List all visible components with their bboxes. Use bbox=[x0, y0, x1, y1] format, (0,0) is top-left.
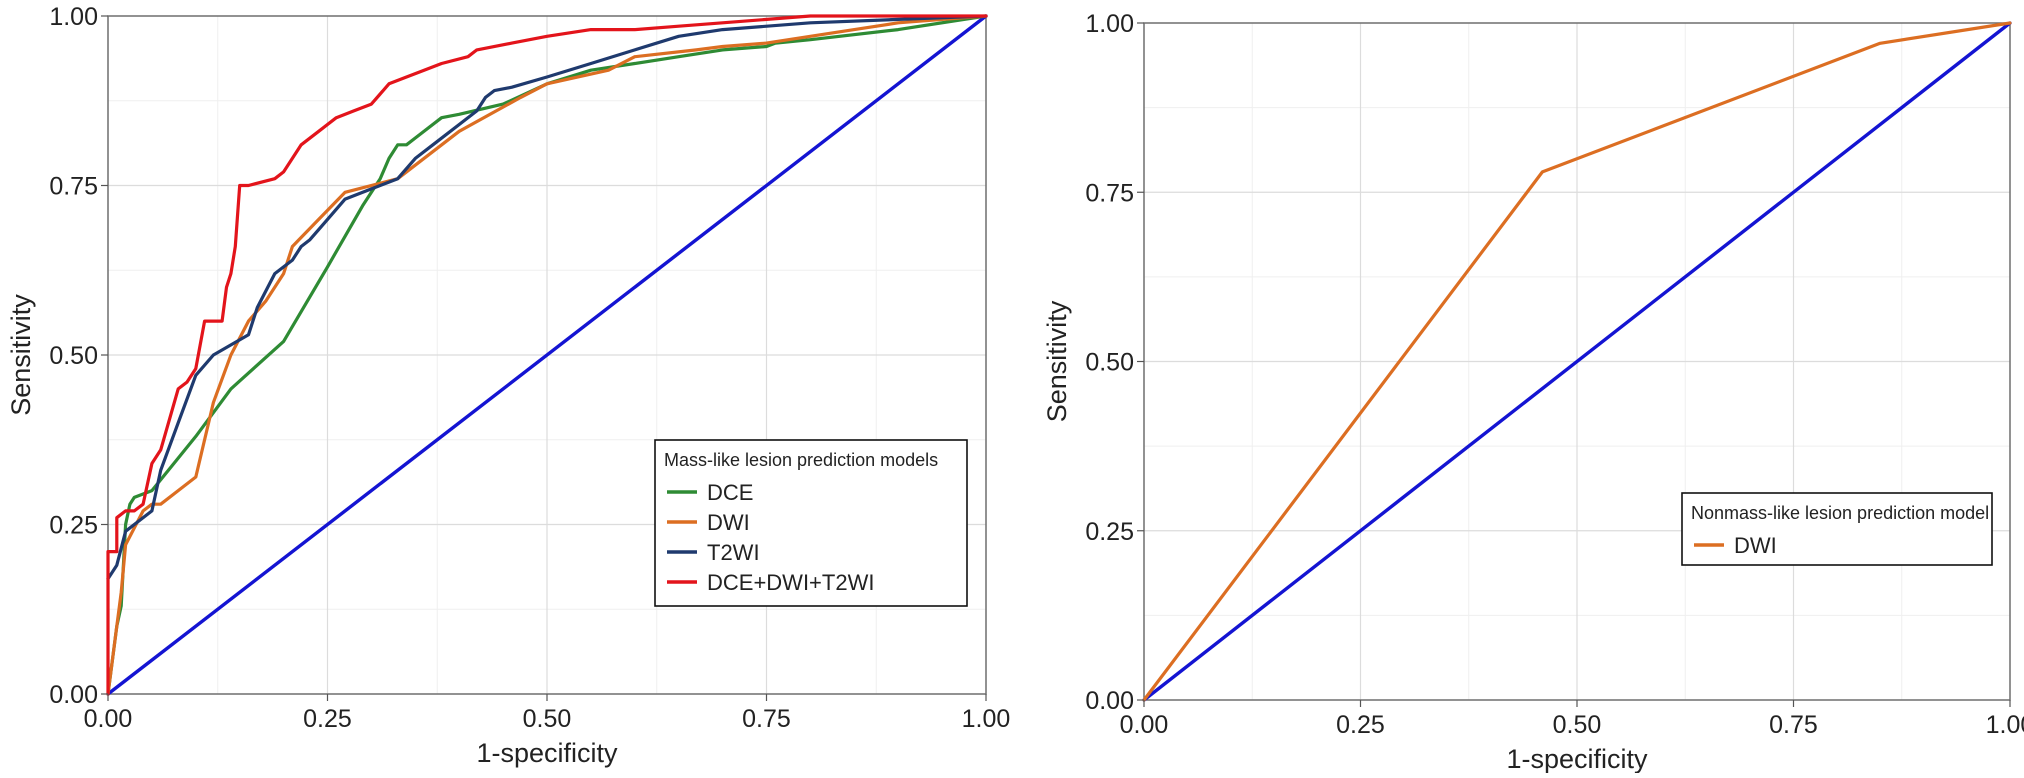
right-x-axis-title: 1-specificity bbox=[1506, 744, 1648, 773]
right-legend-box bbox=[1681, 492, 1993, 566]
left-legend-box bbox=[654, 439, 968, 607]
right-legend-label-dwi: DWI bbox=[1734, 533, 1777, 558]
right-y-tick-label: 0.50 bbox=[1085, 349, 1134, 377]
left-x-tick-label: 0.50 bbox=[523, 705, 572, 733]
left-chart: 0.00 0.25 0.50 0.75 1.00 0.00 0.25 0.50 0.75 1.00… bbox=[6, 3, 1010, 768]
left-x-tick-label: 0.00 bbox=[84, 705, 133, 733]
right-legend: Nonmass-like lesion prediction model DWI bbox=[1681, 492, 1993, 566]
right-x-tick-label: 0.75 bbox=[1769, 711, 1818, 739]
right-x-tick-label: 0.25 bbox=[1336, 711, 1385, 739]
left-y-tick-label: 0.50 bbox=[49, 342, 98, 370]
right-y-tick-label: 0.75 bbox=[1085, 179, 1134, 207]
left-y-axis-title: Sensitivity bbox=[6, 294, 36, 416]
left-legend-label-dwi: DWI bbox=[707, 510, 750, 535]
left-y-tick-label: 0.25 bbox=[49, 512, 98, 540]
left-legend-label-dce-dwi-t2wi: DCE+DWI+T2WI bbox=[707, 570, 874, 595]
right-y-tick-label: 0.00 bbox=[1085, 687, 1134, 715]
left-series-line-dce bbox=[106, 14, 988, 696]
left-legend-title: Mass-like lesion prediction models bbox=[664, 450, 938, 470]
left-legend-label-dce: DCE bbox=[707, 480, 753, 505]
right-series-line-dwi bbox=[1142, 21, 2012, 702]
right-legend-title: Nonmass-like lesion prediction model bbox=[1691, 503, 1989, 523]
right-x-tick-label: 0.00 bbox=[1120, 711, 1169, 739]
right-y-axis-title: Sensitivity bbox=[1042, 300, 1072, 422]
right-chart: 0.00 0.25 0.50 0.75 1.00 0.00 0.25 0.50 0.75 1.00… bbox=[1042, 10, 2024, 774]
left-x-tick-label: 0.75 bbox=[742, 705, 791, 733]
right-x-tick-label: 1.00 bbox=[1986, 711, 2024, 739]
left-series-line-dce-dwi-t2wi bbox=[106, 14, 988, 696]
left-x-tick-label: 1.00 bbox=[962, 705, 1011, 733]
left-x-axis-title: 1-specificity bbox=[476, 738, 618, 768]
right-x-tick-label: 0.50 bbox=[1553, 711, 1602, 739]
left-y-tick-label: 0.00 bbox=[49, 681, 98, 709]
left-x-tick-label: 0.25 bbox=[303, 705, 352, 733]
right-y-tick-label: 0.25 bbox=[1085, 518, 1134, 546]
right-series-line-reference-diagonal bbox=[1142, 21, 2012, 702]
left-series-line-reference-diagonal bbox=[106, 14, 988, 696]
left-series-line-t2wi bbox=[106, 14, 988, 581]
right-y-tick-label: 1.00 bbox=[1085, 10, 1134, 38]
left-legend: Mass-like lesion prediction models DCE DWI… bbox=[654, 439, 968, 607]
left-y-tick-label: 1.00 bbox=[49, 3, 98, 31]
left-legend-label-t2wi: T2WI bbox=[707, 540, 760, 565]
left-series-line-dwi bbox=[106, 14, 988, 696]
left-y-tick-label: 0.75 bbox=[49, 173, 98, 201]
